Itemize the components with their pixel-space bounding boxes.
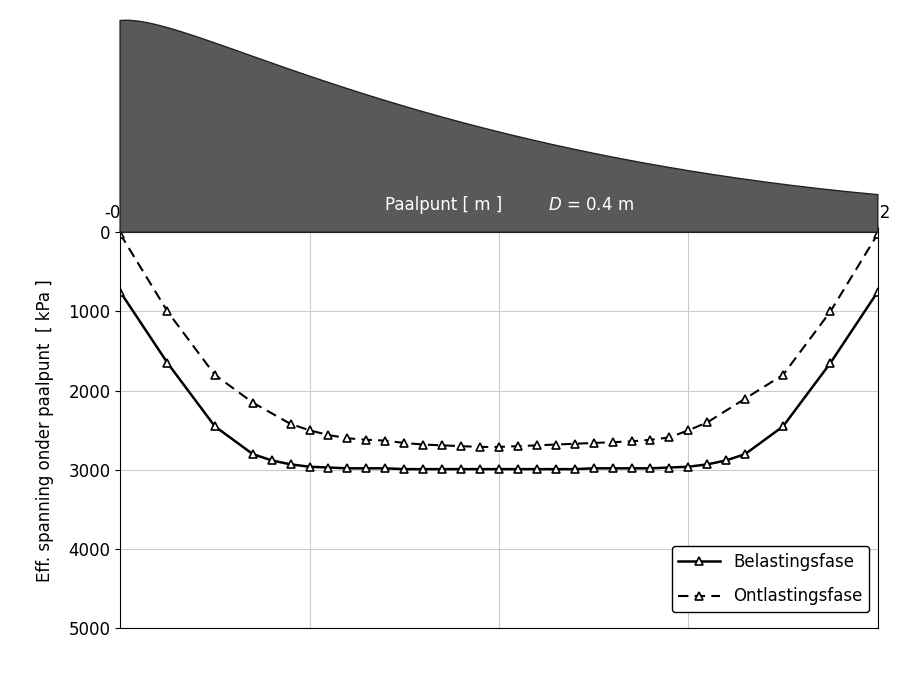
Ontlastingsfase [512,442,523,450]
Text: Paalpunt [ m ]: Paalpunt [ m ] [385,196,502,214]
Ontlastingsfase [739,395,750,403]
Belastingsfase [380,464,391,473]
Belastingsfase [531,465,542,473]
Line: Ontlastingsfase: Ontlastingsfase [116,229,882,451]
Ontlastingsfase [210,371,221,379]
Ontlastingsfase [162,307,173,316]
Belastingsfase [872,288,883,296]
Ontlastingsfase [342,434,353,443]
Ontlastingsfase [777,371,788,379]
Ontlastingsfase [323,431,334,439]
Ontlastingsfase [663,433,675,441]
Belastingsfase [721,456,732,464]
Ontlastingsfase [493,443,505,451]
Belastingsfase [304,462,315,471]
Ontlastingsfase [399,439,410,447]
Text: $\mathit{D}$ = 0.4 m: $\mathit{D}$ = 0.4 m [549,196,634,214]
Belastingsfase [360,464,371,473]
Belastingsfase [210,422,221,430]
Belastingsfase [588,464,599,473]
Belastingsfase [456,465,467,473]
Belastingsfase [825,359,836,367]
Line: Belastingsfase: Belastingsfase [116,288,882,473]
Belastingsfase [550,465,561,473]
Ontlastingsfase [304,426,315,434]
Belastingsfase [663,464,675,472]
Y-axis label: Eff. spanning onder paalpunt  [ kPa ]: Eff. spanning onder paalpunt [ kPa ] [36,279,55,582]
Belastingsfase [512,465,523,473]
Ontlastingsfase [418,441,429,449]
Belastingsfase [323,464,334,472]
Ontlastingsfase [285,420,296,428]
Belastingsfase [162,359,173,367]
Belastingsfase [683,462,694,471]
Belastingsfase [285,460,296,469]
Ontlastingsfase [531,441,542,449]
Ontlastingsfase [588,439,599,447]
Ontlastingsfase [683,426,694,434]
Ontlastingsfase [607,438,618,446]
Belastingsfase [607,464,618,473]
Ontlastingsfase [115,229,126,238]
Ontlastingsfase [437,441,448,449]
Ontlastingsfase [872,229,883,238]
Belastingsfase [342,464,353,473]
Belastingsfase [569,465,580,473]
Legend: Belastingsfase, Ontlastingsfase: Belastingsfase, Ontlastingsfase [672,546,869,612]
Belastingsfase [418,465,429,473]
Belastingsfase [645,464,656,473]
Belastingsfase [626,464,638,473]
Ontlastingsfase [380,436,391,445]
Belastingsfase [475,465,486,473]
Belastingsfase [115,288,126,296]
Belastingsfase [739,450,750,458]
Ontlastingsfase [626,437,638,445]
Belastingsfase [437,465,448,473]
Belastingsfase [493,465,505,473]
Belastingsfase [248,450,259,458]
Ontlastingsfase [550,441,561,449]
Ontlastingsfase [702,418,713,426]
Ontlastingsfase [248,398,259,406]
Ontlastingsfase [360,436,371,444]
Ontlastingsfase [569,440,580,448]
Ontlastingsfase [456,442,467,450]
Belastingsfase [266,456,277,464]
Ontlastingsfase [645,436,656,444]
Ontlastingsfase [475,443,486,451]
Belastingsfase [399,465,410,473]
Ontlastingsfase [825,307,836,316]
Belastingsfase [702,460,713,469]
Belastingsfase [777,422,788,430]
